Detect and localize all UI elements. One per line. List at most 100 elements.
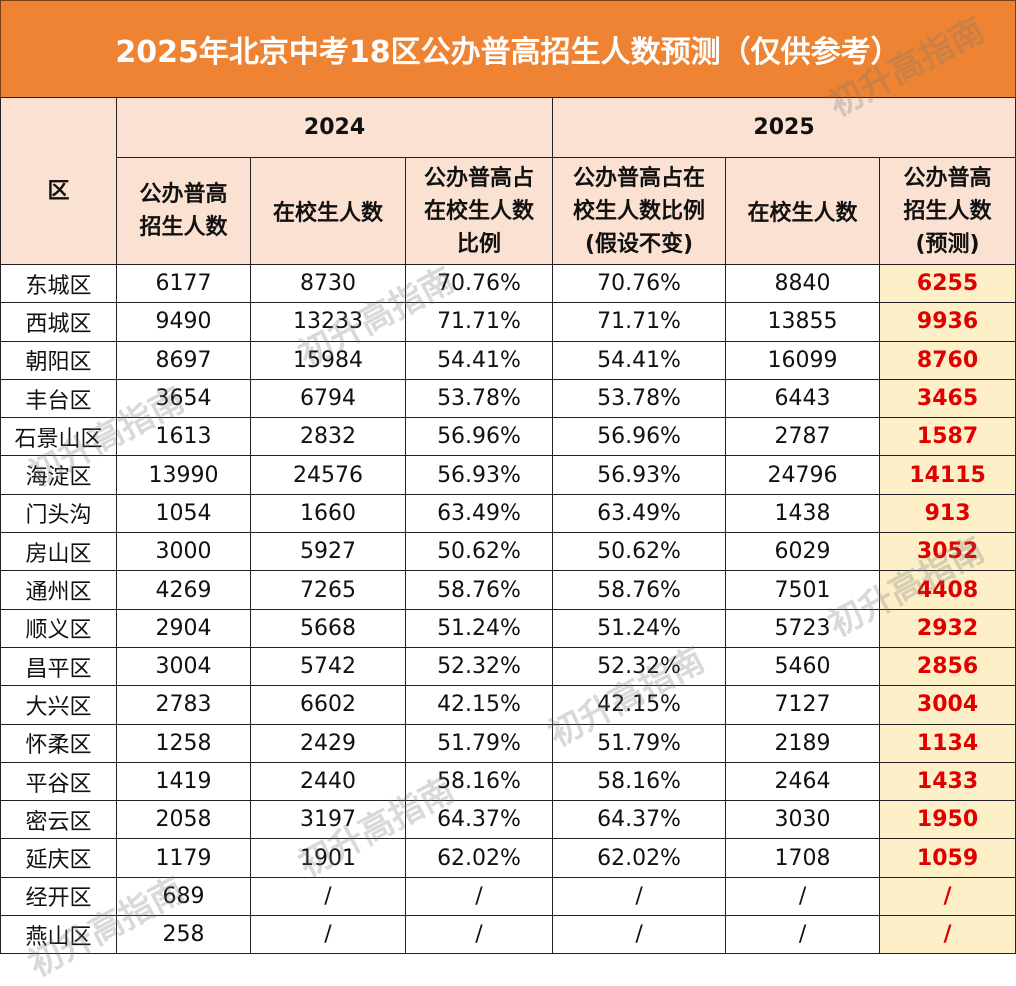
table-row: 房山区 3000 5927 50.62% 50.62% 6029 3052	[0, 532, 1016, 572]
cell-enroll-2024: 3004	[116, 646, 251, 687]
cell-ratio-2024: 70.76%	[404, 263, 554, 304]
cell-ratio-2024: 56.96%	[404, 417, 554, 457]
cell-area: 顺义区	[0, 608, 117, 648]
cell-pred-2025: /	[879, 876, 1016, 917]
cell-ratio-2025: 63.49%	[552, 493, 727, 534]
cell-area: 怀柔区	[0, 723, 117, 763]
cell-pred-2025: 9936	[879, 302, 1016, 342]
cell-students-2024: 13233	[250, 302, 406, 342]
cell-area: 密云区	[0, 800, 117, 840]
cell-enroll-2024: 8697	[116, 340, 251, 380]
pred-2025-header: 公办普高 招生人数 (预测)	[879, 157, 1016, 265]
cell-pred-2025: 2856	[879, 646, 1016, 687]
cell-ratio-2024: 58.16%	[404, 761, 554, 802]
students-2025-header: 在校生人数	[725, 157, 881, 265]
cell-pred-2025: 1134	[879, 723, 1016, 763]
cell-ratio-2025: /	[552, 876, 727, 917]
cell-ratio-2025: 70.76%	[552, 263, 727, 304]
table-row: 东城区 6177 8730 70.76% 70.76% 8840 6255	[0, 263, 1016, 304]
cell-area: 通州区	[0, 570, 117, 610]
cell-pred-2025: 913	[879, 493, 1016, 534]
cell-students-2024: 15984	[250, 340, 406, 380]
cell-students-2024: 6602	[250, 685, 406, 725]
table-row: 延庆区 1179 1901 62.02% 62.02% 1708 1059	[0, 838, 1016, 878]
cell-enroll-2024: 1054	[116, 493, 251, 534]
cell-students-2024: 2440	[250, 761, 406, 802]
cell-ratio-2025: 54.41%	[552, 340, 727, 380]
cell-students-2025: 5460	[725, 646, 881, 687]
cell-enroll-2024: 4269	[116, 570, 251, 610]
cell-pred-2025: 1433	[879, 761, 1016, 802]
table-row: 海淀区 13990 24576 56.93% 56.93% 24796 14115	[0, 455, 1016, 495]
cell-ratio-2025: 42.15%	[552, 685, 727, 725]
cell-area: 大兴区	[0, 685, 117, 725]
cell-enroll-2024: 1613	[116, 417, 251, 457]
table-row: 西城区 9490 13233 71.71% 71.71% 13855 9936	[0, 302, 1016, 342]
cell-ratio-2024: 62.02%	[404, 838, 554, 878]
table-row: 昌平区 3004 5742 52.32% 52.32% 5460 2856	[0, 646, 1016, 687]
cell-ratio-2025: 62.02%	[552, 838, 727, 878]
cell-students-2025: 13855	[725, 302, 881, 342]
cell-students-2025: 6029	[725, 532, 881, 572]
cell-enroll-2024: 2058	[116, 800, 251, 840]
cell-enroll-2024: 689	[116, 876, 251, 917]
area-header: 区	[0, 97, 117, 265]
cell-ratio-2024: 52.32%	[404, 646, 554, 687]
ratio-2024-header: 公办普高占 在校生人数 比例	[404, 157, 554, 265]
cell-enroll-2024: 258	[116, 915, 251, 955]
cell-ratio-2024: 54.41%	[404, 340, 554, 380]
cell-ratio-2024: 51.79%	[404, 723, 554, 763]
cell-ratio-2024: /	[404, 876, 554, 917]
cell-area: 海淀区	[0, 455, 117, 495]
cell-students-2025: 8840	[725, 263, 881, 304]
cell-students-2024: /	[250, 876, 406, 917]
cell-ratio-2024: 58.76%	[404, 570, 554, 610]
table-row: 大兴区 2783 6602 42.15% 42.15% 7127 3004	[0, 685, 1016, 725]
year-2025-header: 2025	[552, 97, 1016, 158]
cell-students-2024: 2832	[250, 417, 406, 457]
cell-ratio-2025: 51.24%	[552, 608, 727, 648]
enroll-2024-header: 公办普高 招生人数	[116, 157, 251, 265]
cell-area: 平谷区	[0, 761, 117, 802]
cell-enroll-2024: 1179	[116, 838, 251, 878]
cell-ratio-2024: /	[404, 915, 554, 955]
cell-enroll-2024: 13990	[116, 455, 251, 495]
cell-ratio-2025: 56.93%	[552, 455, 727, 495]
cell-ratio-2024: 64.37%	[404, 800, 554, 840]
cell-students-2025: 3030	[725, 800, 881, 840]
cell-pred-2025: 3465	[879, 378, 1016, 419]
cell-area: 丰台区	[0, 378, 117, 419]
cell-pred-2025: 4408	[879, 570, 1016, 610]
cell-students-2025: 2189	[725, 723, 881, 763]
cell-ratio-2024: 56.93%	[404, 455, 554, 495]
cell-students-2024: /	[250, 915, 406, 955]
cell-students-2024: 1660	[250, 493, 406, 534]
cell-pred-2025: 1950	[879, 800, 1016, 840]
cell-students-2025: 7127	[725, 685, 881, 725]
cell-pred-2025: 14115	[879, 455, 1016, 495]
page-title: 2025年北京中考18区公办普高招生人数预测（仅供参考）	[0, 0, 1016, 98]
cell-students-2025: 24796	[725, 455, 881, 495]
cell-ratio-2025: 52.32%	[552, 646, 727, 687]
cell-students-2025: 16099	[725, 340, 881, 380]
table-row: 丰台区 3654 6794 53.78% 53.78% 6443 3465	[0, 378, 1016, 419]
cell-enroll-2024: 3654	[116, 378, 251, 419]
cell-students-2025: 1438	[725, 493, 881, 534]
cell-area: 房山区	[0, 532, 117, 572]
cell-pred-2025: 3004	[879, 685, 1016, 725]
cell-area: 西城区	[0, 302, 117, 342]
cell-students-2025: 1708	[725, 838, 881, 878]
cell-area: 石景山区	[0, 417, 117, 457]
cell-enroll-2024: 2904	[116, 608, 251, 648]
students-2024-header: 在校生人数	[250, 157, 406, 265]
cell-enroll-2024: 6177	[116, 263, 251, 304]
cell-area: 昌平区	[0, 646, 117, 687]
cell-enroll-2024: 9490	[116, 302, 251, 342]
table-row: 石景山区 1613 2832 56.96% 56.96% 2787 1587	[0, 417, 1016, 457]
table-row: 密云区 2058 3197 64.37% 64.37% 3030 1950	[0, 800, 1016, 840]
cell-ratio-2025: 53.78%	[552, 378, 727, 419]
cell-students-2025: 2464	[725, 761, 881, 802]
cell-students-2025: 7501	[725, 570, 881, 610]
table-row: 通州区 4269 7265 58.76% 58.76% 7501 4408	[0, 570, 1016, 610]
cell-pred-2025: 1587	[879, 417, 1016, 457]
